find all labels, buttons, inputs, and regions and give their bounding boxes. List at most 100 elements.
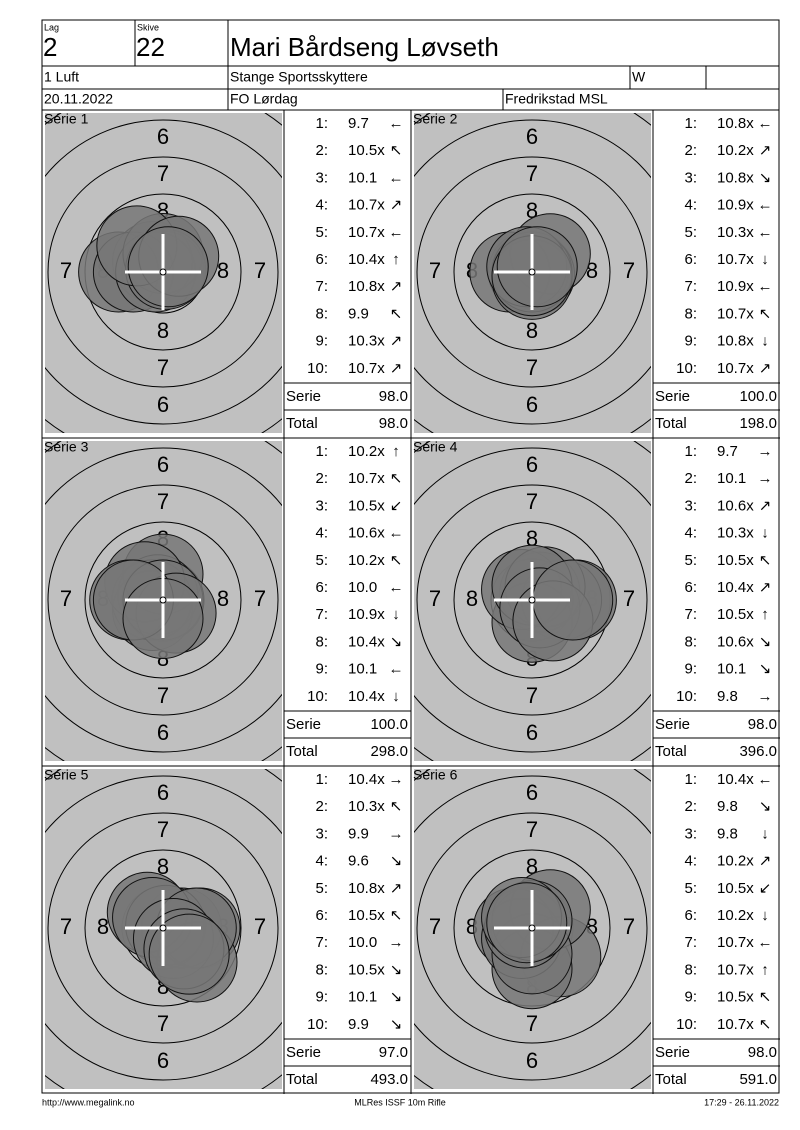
- shot-number: 10:: [307, 688, 328, 705]
- shot-number: 4:: [315, 525, 328, 542]
- shot-direction: ↖: [759, 1016, 772, 1033]
- shot-number: 1:: [315, 443, 328, 460]
- shot-direction: ↖: [759, 305, 772, 322]
- ring-label: 7: [526, 355, 538, 380]
- shot-direction: ←: [758, 771, 773, 788]
- shot-number: 6:: [315, 907, 328, 924]
- ring-label: 7: [254, 914, 266, 939]
- shot-score: 10.2x: [348, 552, 385, 569]
- shot-number: 2:: [315, 798, 328, 815]
- shot-number: 7:: [684, 606, 697, 623]
- shot-number: 5:: [315, 224, 328, 241]
- ring-label: 6: [526, 780, 538, 805]
- shot-direction: ←: [758, 278, 773, 295]
- shot-score: 10.2x: [717, 142, 754, 159]
- serie-score: 97.0: [379, 1044, 408, 1061]
- serie-label: Serie: [286, 716, 321, 733]
- total-score: 591.0: [739, 1071, 777, 1088]
- shot-score: 9.9: [348, 305, 369, 322]
- shot-number: 5:: [315, 552, 328, 569]
- shot-number: 9:: [315, 661, 328, 678]
- series-block: 6677778888Série 41:9.7→2:10.1→3:10.6x↗4:…: [411, 437, 780, 766]
- shot-direction: ↑: [392, 251, 400, 268]
- total-score: 493.0: [370, 1071, 408, 1088]
- shot-number: 8:: [315, 961, 328, 978]
- shot-direction: →: [758, 470, 773, 487]
- serie-score: 100.0: [370, 716, 408, 733]
- ring-label: 7: [157, 683, 169, 708]
- shot-score: 9.6: [348, 853, 369, 870]
- center-dot: [528, 596, 536, 604]
- shot-number: 9:: [684, 661, 697, 678]
- shot-direction: ↓: [392, 688, 400, 705]
- serie-label: Serie: [655, 1044, 690, 1061]
- shot-direction: ↑: [761, 961, 769, 978]
- shot-number: 8:: [315, 633, 328, 650]
- target-ring: [416, 156, 648, 388]
- shot-direction: ←: [389, 115, 404, 132]
- ring-label: 7: [429, 914, 441, 939]
- shot-number: 1:: [684, 771, 697, 788]
- serie-label: Serie: [286, 388, 321, 405]
- ring-label: 7: [429, 586, 441, 611]
- shot-direction: ↘: [759, 798, 772, 815]
- ring-label: 7: [157, 817, 169, 842]
- shot-number: 5:: [315, 880, 328, 897]
- shot-number: 3:: [684, 169, 697, 186]
- shot-number: 7:: [315, 934, 328, 951]
- ring-label: 6: [157, 780, 169, 805]
- shot-score: 10.3x: [717, 525, 754, 542]
- ring-label: 7: [526, 817, 538, 842]
- ring-label: 6: [157, 1048, 169, 1073]
- shot-direction: ↙: [390, 497, 403, 514]
- shot-score: 10.7x: [717, 251, 754, 268]
- series-title: Série 6: [413, 767, 458, 783]
- shot-direction: ↖: [390, 470, 403, 487]
- shot-direction: ↘: [390, 633, 403, 650]
- target-ring: [45, 775, 282, 1081]
- ring-label: 6: [526, 452, 538, 477]
- shot-direction: →: [758, 688, 773, 705]
- ring-label: 7: [60, 586, 72, 611]
- series-block: 6677778888Série 11:9.7←2:10.5x↖3:10.1←4:…: [44, 110, 412, 438]
- shot-direction: ↗: [390, 278, 403, 295]
- shot-number: 2:: [315, 142, 328, 159]
- shot-score: 10.7x: [717, 1016, 754, 1033]
- shot-number: 4:: [684, 525, 697, 542]
- ring-label: 7: [60, 258, 72, 283]
- shot-hole: [148, 913, 230, 995]
- shot-score: 10.4x: [717, 579, 754, 596]
- shot-direction: ↗: [390, 880, 403, 897]
- shot-score: 10.0: [348, 579, 377, 596]
- shot-direction: ↗: [759, 853, 772, 870]
- target: 6677778888: [414, 769, 651, 1089]
- shot-score: 10.7x: [717, 360, 754, 377]
- shot-direction: ←: [758, 224, 773, 241]
- target-ring: [47, 156, 279, 388]
- shot-number: 6:: [684, 907, 697, 924]
- shot-number: 10:: [676, 1016, 697, 1033]
- shot-number: 4:: [684, 197, 697, 214]
- shot-score: 10.7x: [717, 305, 754, 322]
- series-title: Série 4: [413, 439, 458, 455]
- shot-score: 9.8: [717, 825, 738, 842]
- footer-url: http://www.megalink.no: [42, 1097, 135, 1107]
- shot-direction: ←: [389, 169, 404, 186]
- shot-direction: ↖: [759, 989, 772, 1006]
- footer-program: MLRes ISSF 10m Rifle: [354, 1097, 446, 1107]
- shot-score: 10.8x: [348, 278, 385, 295]
- center-dot: [528, 268, 536, 276]
- target: 6677778888: [414, 113, 651, 433]
- ring-label: 8: [526, 318, 538, 343]
- shot-score: 10.3x: [348, 333, 385, 350]
- ring-label: 7: [526, 1011, 538, 1036]
- shot-direction: ↘: [759, 633, 772, 650]
- shot-score: 10.5x: [717, 606, 754, 623]
- shot-direction: ↓: [392, 606, 400, 623]
- shot-direction: ←: [758, 115, 773, 132]
- shot-number: 9:: [684, 333, 697, 350]
- shot-number: 5:: [684, 224, 697, 241]
- shot-number: 1:: [315, 115, 328, 132]
- shot-score: 10.5x: [717, 989, 754, 1006]
- shot-score: 10.4x: [717, 771, 754, 788]
